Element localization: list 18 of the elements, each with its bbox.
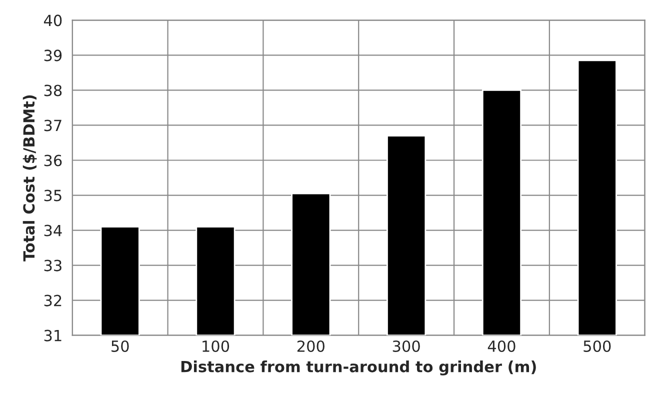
x-tick-label: 100 (202, 340, 230, 352)
y-tick-label: 35 (44, 190, 62, 202)
y-tick-label: 34 (44, 224, 62, 236)
y-axis-title: Total Cost ($/BDMt) (22, 95, 37, 262)
y-tick-label: 37 (44, 120, 62, 132)
x-tick-label: 300 (392, 340, 420, 352)
x-tick-label: 500 (584, 340, 611, 352)
x-tick-label: 200 (297, 340, 324, 352)
x-tick-label: 50 (112, 340, 129, 352)
y-tick-label: 32 (44, 294, 62, 306)
y-tick-label: 40 (44, 14, 62, 26)
x-axis-title: Distance from turn-around to grinder (m) (181, 360, 536, 376)
y-tick-label: 33 (44, 260, 62, 272)
y-tick-label: 36 (44, 154, 62, 166)
y-tick-label: 38 (44, 84, 62, 96)
y-tick-label: 39 (44, 50, 62, 62)
y-tick-label: 31 (44, 330, 62, 342)
x-tick-label: 400 (488, 340, 516, 352)
